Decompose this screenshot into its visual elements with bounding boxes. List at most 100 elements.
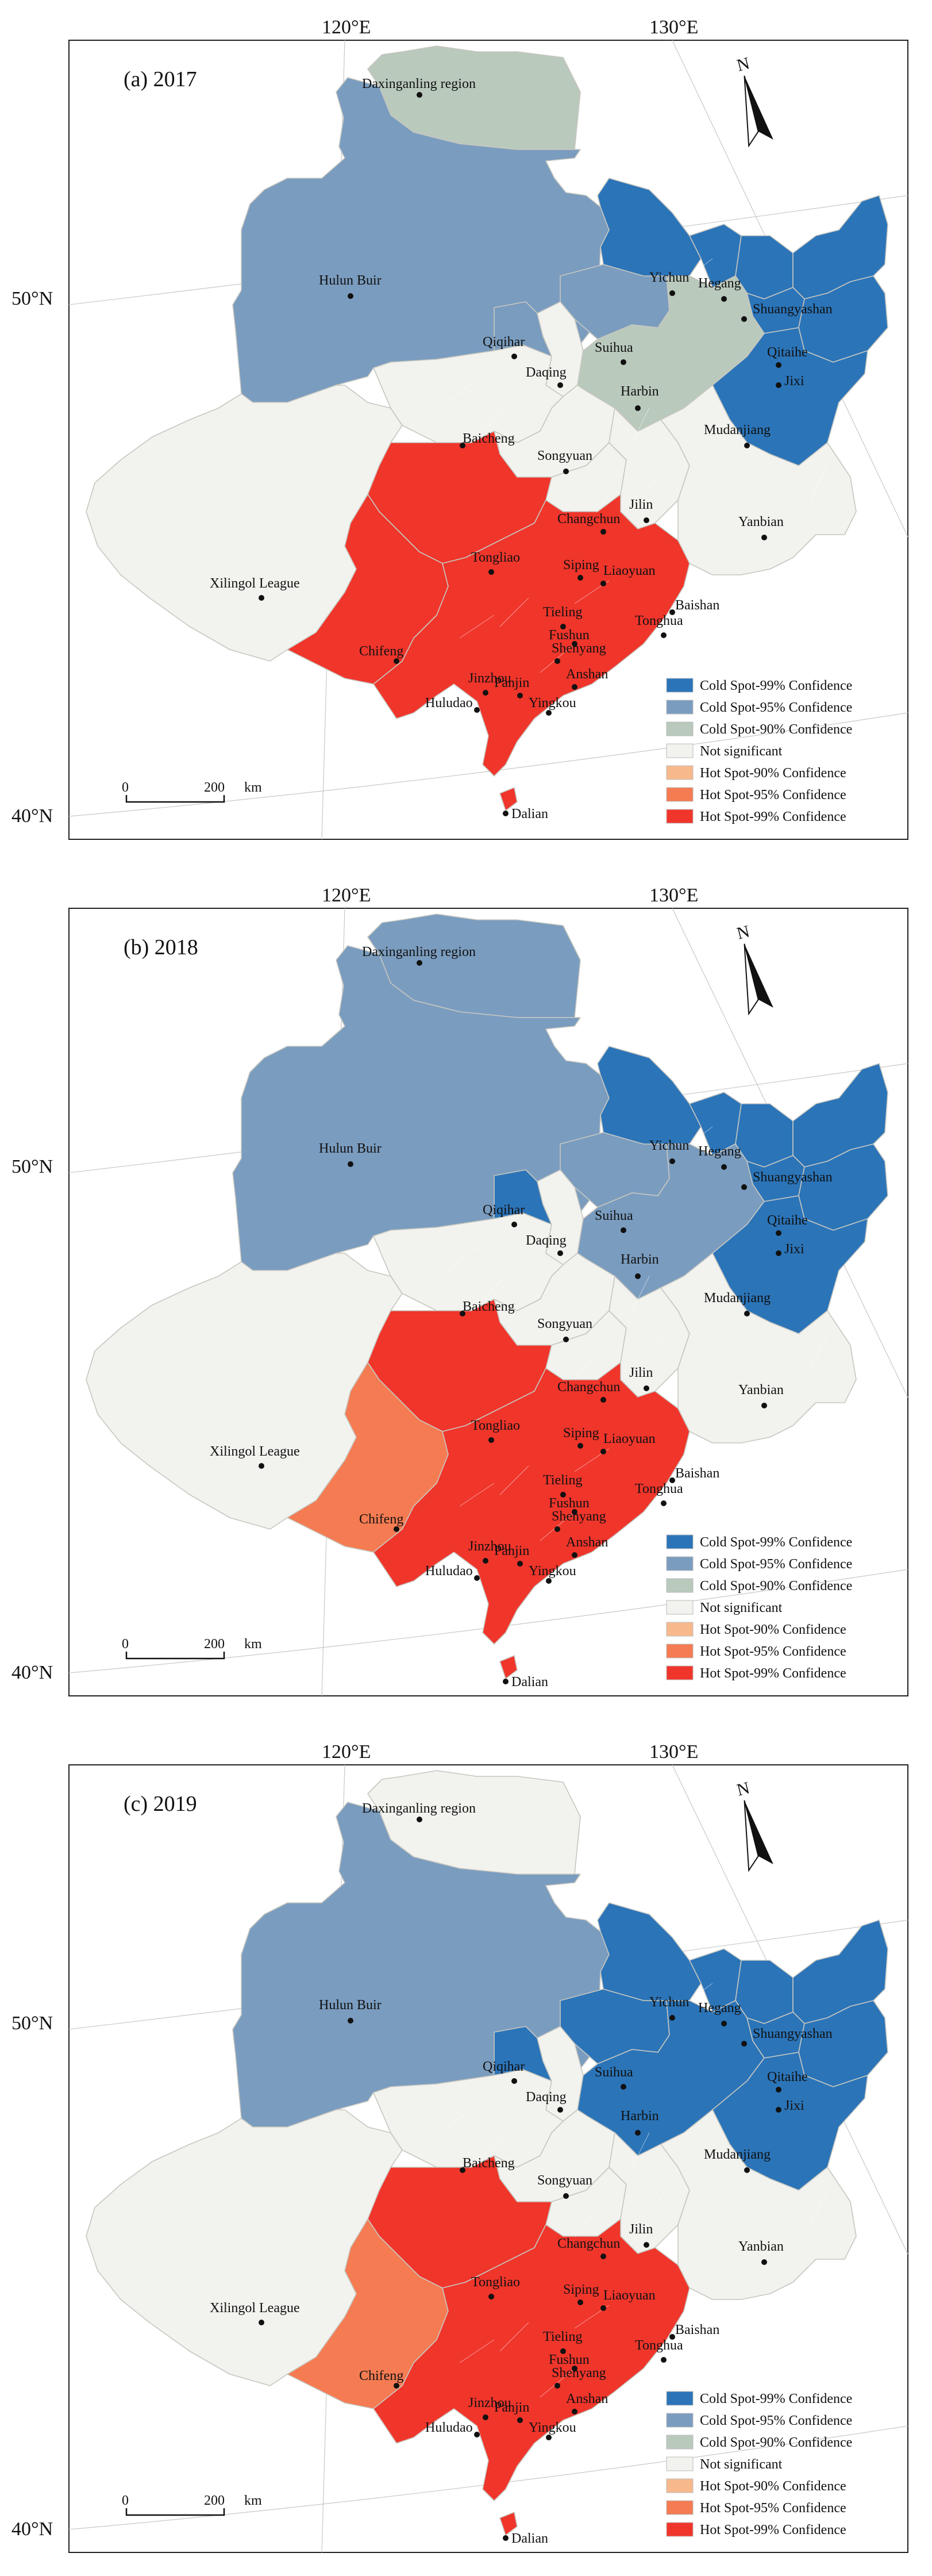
city-marker xyxy=(474,2432,480,2437)
city-label: Qiqihar xyxy=(483,2059,525,2074)
city-marker xyxy=(621,1227,626,1233)
city-marker xyxy=(563,1337,569,1342)
city-marker xyxy=(554,1526,560,1532)
city-label: Harbin xyxy=(621,2109,659,2124)
region-yanbian xyxy=(660,1253,857,1444)
scale-zero: 0 xyxy=(122,2493,129,2508)
city-label: Qiqihar xyxy=(483,335,525,350)
city-label: Hegang xyxy=(698,1144,741,1159)
city-marker xyxy=(776,362,781,368)
city-marker xyxy=(483,1558,488,1564)
panel-title: (a) 2017 xyxy=(124,67,197,91)
legend-swatch xyxy=(666,743,694,758)
city-label: Yanbian xyxy=(738,2239,784,2254)
city-label: Xilingol League xyxy=(210,576,300,591)
city-label: Xilingol League xyxy=(210,2301,300,2316)
city-marker xyxy=(546,2435,552,2440)
city-marker xyxy=(546,1578,552,1584)
city-label: Xilingol League xyxy=(210,1444,300,1459)
city-label: Hulun Buir xyxy=(319,1998,382,2013)
city-marker xyxy=(761,1403,767,1408)
legend-label: Hot Spot-95% Confidence xyxy=(700,788,846,803)
legend-label: Cold Spot-90% Confidence xyxy=(700,2435,852,2450)
city-label: Baicheng xyxy=(463,2156,515,2171)
city-label: Anshan xyxy=(566,1535,608,1550)
city-marker xyxy=(644,2242,649,2248)
city-marker xyxy=(517,2417,523,2423)
legend-label: Hot Spot-95% Confidence xyxy=(700,1644,846,1659)
longitude-label: 120°E xyxy=(322,1741,371,1763)
city-label: Tonghua xyxy=(635,2338,683,2353)
city-marker xyxy=(554,2383,560,2389)
legend-label: Cold Spot-99% Confidence xyxy=(700,2391,852,2406)
city-label: Daqing xyxy=(526,365,567,380)
scale-bar: 0 200 km xyxy=(122,780,262,803)
longitude-label: 130°E xyxy=(649,1741,698,1763)
city-marker xyxy=(572,641,577,647)
legend-swatch xyxy=(666,1665,694,1680)
legend: Cold Spot-99% Confidence Cold Spot-95% Co… xyxy=(666,2391,852,2537)
city-label: Dalian xyxy=(511,2531,548,2546)
longitude-label: 120°E xyxy=(322,885,371,906)
city-label: Yingkou xyxy=(529,1564,576,1579)
panel-title: (b) 2018 xyxy=(124,935,198,959)
city-marker xyxy=(776,1250,781,1256)
region-yanbian xyxy=(660,385,857,575)
city-label: Yichun xyxy=(649,1995,689,2010)
city-marker xyxy=(744,443,750,448)
latitude-label: 40°N xyxy=(11,1662,53,1683)
city-label: Tieling xyxy=(543,2329,582,2344)
city-marker xyxy=(394,1526,399,1532)
city-marker xyxy=(546,710,552,716)
city-label: Shenyang xyxy=(552,1509,606,1524)
legend-label: Cold Spot-99% Confidence xyxy=(700,1535,852,1550)
city-label: Songyuan xyxy=(537,448,592,463)
region-liaoning xyxy=(373,1362,690,1645)
city-marker xyxy=(669,2015,675,2021)
region-daxinganling xyxy=(367,913,581,1018)
legend: Cold Spot-99% Confidence Cold Spot-95% Co… xyxy=(666,1534,852,1681)
city-marker xyxy=(621,2084,626,2090)
legend-label: Hot Spot-95% Confidence xyxy=(700,2501,846,2516)
legend-swatch xyxy=(666,2391,694,2406)
city-marker xyxy=(560,1492,566,1498)
region-daxinganling xyxy=(367,1770,581,1875)
region-daxinganling xyxy=(367,45,581,150)
region-liaoning xyxy=(373,494,690,777)
city-marker xyxy=(563,2193,569,2199)
legend-swatch xyxy=(666,2500,694,2515)
city-marker xyxy=(557,1250,563,1256)
legend-label: Hot Spot-99% Confidence xyxy=(700,1666,846,1681)
city-label: Harbin xyxy=(621,384,659,399)
region-dalianIsland xyxy=(499,2512,518,2536)
legend-label: Cold Spot-95% Confidence xyxy=(700,2413,852,2428)
city-marker xyxy=(661,2357,667,2363)
city-label: Yichun xyxy=(649,270,689,285)
city-marker xyxy=(557,382,563,388)
legend-swatch xyxy=(666,1556,694,1571)
city-marker xyxy=(417,92,422,98)
city-marker xyxy=(761,2259,767,2265)
city-marker xyxy=(554,658,560,664)
city-label: Daxinganling region xyxy=(362,76,476,91)
city-marker xyxy=(511,354,517,359)
scale-distance: 200 xyxy=(204,780,225,795)
legend-label: Cold Spot-95% Confidence xyxy=(700,700,852,715)
city-marker xyxy=(511,2078,517,2084)
city-marker xyxy=(721,1164,727,1170)
city-label: Shuangyashan xyxy=(753,2026,833,2041)
map-panel-2019: (c) 2019 120°E 130°E 50°N 40°N Daxinganling r… xyxy=(0,1730,932,2575)
city-marker xyxy=(394,658,399,664)
city-label: Jilin xyxy=(629,1365,653,1380)
city-label: Liaoyuan xyxy=(603,1431,656,1446)
city-marker xyxy=(259,2320,264,2325)
legend-swatch xyxy=(666,2435,694,2450)
city-label: Mudanjiang xyxy=(704,2147,771,2162)
city-marker xyxy=(572,684,577,690)
city-label: Chifeng xyxy=(359,1512,403,1527)
city-marker xyxy=(348,2018,353,2024)
city-marker xyxy=(503,1679,509,1684)
city-marker xyxy=(572,1552,577,1558)
panel-title: (c) 2019 xyxy=(124,1792,197,1816)
city-label: Jixi xyxy=(784,2098,804,2113)
